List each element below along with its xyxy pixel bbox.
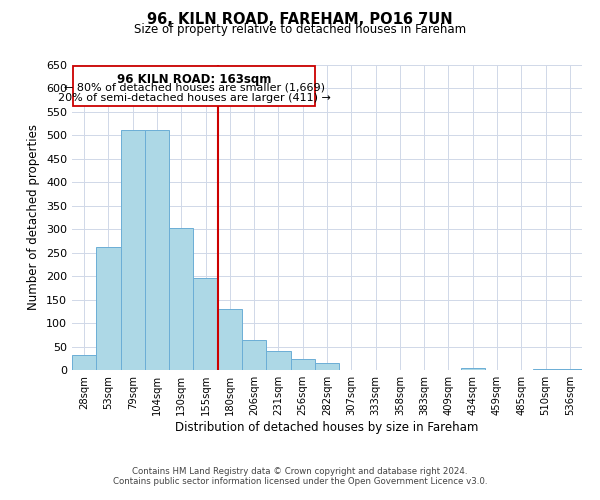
Bar [242,340,266,370]
Bar [461,368,485,370]
Bar [193,278,218,370]
X-axis label: Distribution of detached houses by size in Fareham: Distribution of detached houses by size … [175,421,479,434]
Bar [121,130,145,370]
Text: ← 80% of detached houses are smaller (1,669): ← 80% of detached houses are smaller (1,… [64,83,325,93]
Bar [533,368,558,370]
Text: 20% of semi-detached houses are larger (411) →: 20% of semi-detached houses are larger (… [58,92,331,102]
Bar [315,364,339,370]
Text: 96 KILN ROAD: 163sqm: 96 KILN ROAD: 163sqm [117,72,271,86]
Text: Size of property relative to detached houses in Fareham: Size of property relative to detached ho… [134,24,466,36]
Bar [558,369,582,370]
Bar [96,246,121,370]
Text: Contains public sector information licensed under the Open Government Licence v3: Contains public sector information licen… [113,477,487,486]
Bar [73,66,315,106]
Bar [266,351,290,370]
Bar [169,228,193,370]
Bar [218,309,242,370]
Bar [72,355,96,370]
Bar [145,130,169,370]
Text: 96, KILN ROAD, FAREHAM, PO16 7UN: 96, KILN ROAD, FAREHAM, PO16 7UN [147,12,453,28]
Text: Contains HM Land Registry data © Crown copyright and database right 2024.: Contains HM Land Registry data © Crown c… [132,468,468,476]
Bar [290,359,315,370]
Y-axis label: Number of detached properties: Number of detached properties [28,124,40,310]
